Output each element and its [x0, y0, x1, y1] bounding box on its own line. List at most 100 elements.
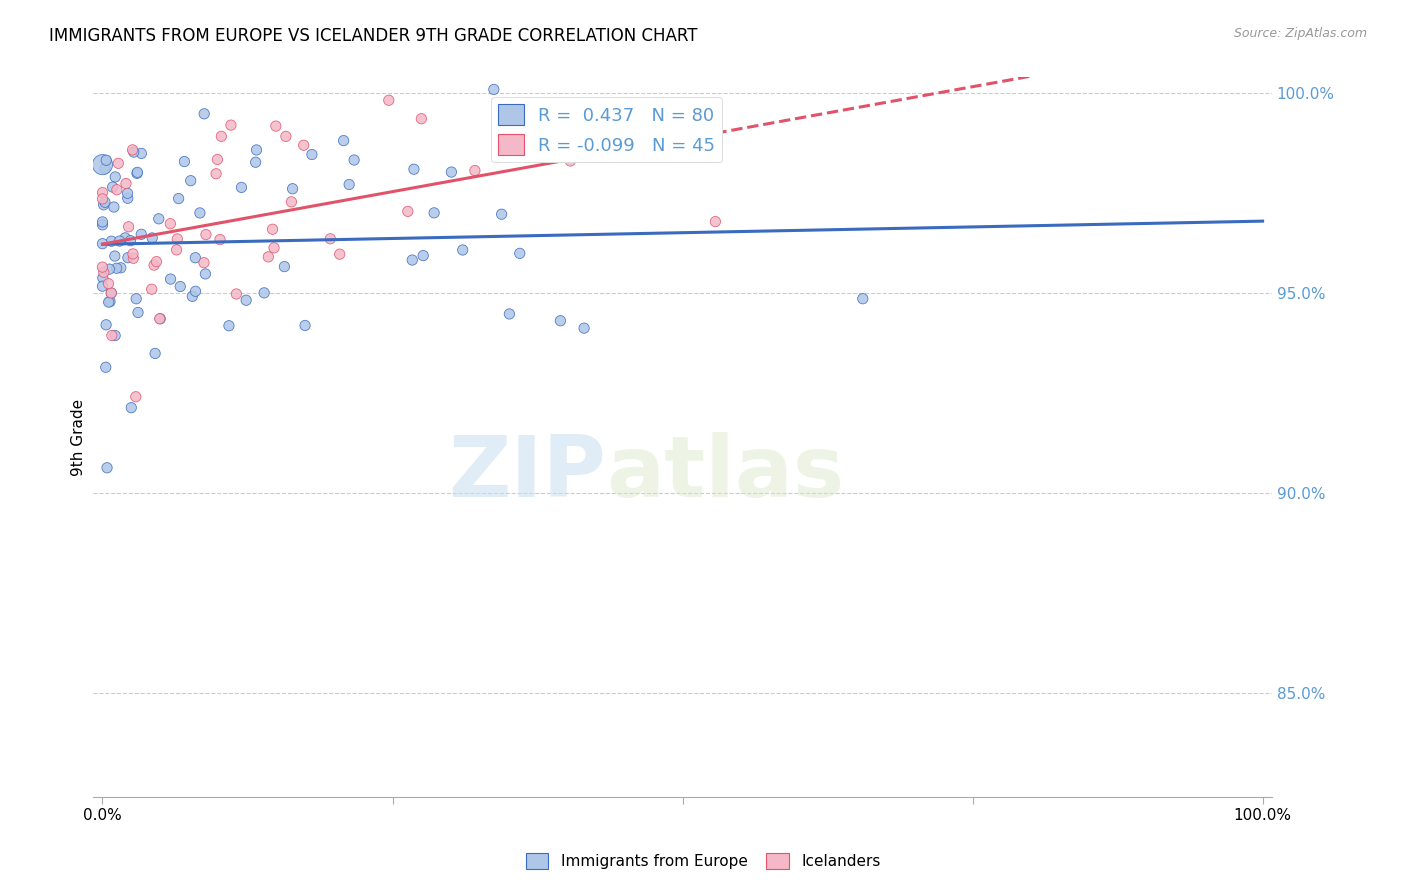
- Point: [120, 234, 142, 248]
- Point: [498, 307, 520, 321]
- Point: [184, 251, 207, 265]
- Point: [100, 234, 122, 248]
- Point: [292, 138, 315, 153]
- Point: [98, 262, 121, 277]
- Point: [263, 241, 285, 255]
- Point: [105, 183, 128, 197]
- Point: [101, 180, 124, 194]
- Point: [184, 285, 207, 299]
- Point: [91, 236, 114, 251]
- Point: [257, 250, 280, 264]
- Point: [219, 118, 242, 132]
- Text: atlas: atlas: [606, 432, 844, 515]
- Text: Source: ZipAtlas.com: Source: ZipAtlas.com: [1233, 27, 1367, 40]
- Point: [440, 165, 463, 179]
- Point: [91, 260, 114, 274]
- Point: [262, 222, 284, 236]
- Point: [91, 158, 114, 172]
- Point: [94, 161, 117, 176]
- Point: [464, 163, 486, 178]
- Point: [100, 286, 122, 301]
- Point: [96, 460, 118, 475]
- Point: [91, 271, 114, 285]
- Point: [337, 178, 360, 192]
- Point: [143, 258, 166, 272]
- Point: [98, 294, 121, 309]
- Text: ZIP: ZIP: [449, 432, 606, 515]
- Point: [173, 154, 195, 169]
- Point: [159, 217, 181, 231]
- Point: [396, 204, 419, 219]
- Point: [115, 177, 138, 191]
- Point: [143, 346, 166, 360]
- Point: [231, 180, 253, 194]
- Point: [412, 249, 434, 263]
- Point: [125, 390, 148, 404]
- Point: [91, 279, 114, 293]
- Point: [169, 279, 191, 293]
- Point: [91, 218, 114, 232]
- Point: [166, 232, 188, 246]
- Point: [188, 206, 211, 220]
- Point: [117, 251, 139, 265]
- Point: [281, 182, 304, 196]
- Point: [110, 260, 132, 275]
- Point: [208, 233, 231, 247]
- Legend: R =  0.437   N = 80, R = -0.099   N = 45: R = 0.437 N = 80, R = -0.099 N = 45: [491, 97, 723, 162]
- Point: [235, 293, 257, 308]
- Point: [253, 285, 276, 300]
- Y-axis label: 9th Grade: 9th Grade: [72, 399, 86, 475]
- Point: [332, 134, 354, 148]
- Point: [193, 107, 215, 121]
- Point: [122, 252, 145, 266]
- Point: [401, 253, 423, 268]
- Point: [509, 246, 531, 260]
- Point: [103, 200, 125, 214]
- Point: [120, 401, 142, 415]
- Point: [280, 194, 302, 209]
- Point: [94, 318, 117, 332]
- Point: [94, 360, 117, 375]
- Point: [209, 129, 232, 144]
- Point: [319, 232, 342, 246]
- Point: [294, 318, 316, 333]
- Point: [451, 243, 474, 257]
- Point: [105, 261, 128, 276]
- Point: [207, 153, 229, 167]
- Point: [91, 192, 114, 206]
- Point: [122, 247, 145, 261]
- Point: [343, 153, 366, 167]
- Point: [194, 227, 217, 242]
- Point: [411, 112, 433, 126]
- Point: [127, 165, 149, 179]
- Point: [122, 145, 145, 159]
- Point: [159, 272, 181, 286]
- Point: [560, 153, 582, 168]
- Point: [194, 267, 217, 281]
- Point: [149, 311, 172, 326]
- Point: [125, 166, 148, 180]
- Point: [218, 318, 240, 333]
- Point: [127, 305, 149, 319]
- Point: [117, 186, 139, 201]
- Point: [181, 289, 204, 303]
- Point: [101, 328, 124, 343]
- Point: [180, 174, 202, 188]
- Point: [550, 314, 572, 328]
- Point: [145, 254, 167, 268]
- Point: [225, 287, 247, 301]
- Point: [125, 292, 148, 306]
- Point: [96, 153, 118, 168]
- Point: [482, 82, 505, 96]
- Legend: Immigrants from Europe, Icelanders: Immigrants from Europe, Icelanders: [519, 847, 887, 875]
- Point: [205, 167, 228, 181]
- Point: [114, 231, 136, 245]
- Point: [93, 265, 115, 279]
- Point: [108, 234, 131, 248]
- Point: [93, 198, 115, 212]
- Point: [97, 277, 120, 291]
- Point: [121, 143, 143, 157]
- Text: IMMIGRANTS FROM EUROPE VS ICELANDER 9TH GRADE CORRELATION CHART: IMMIGRANTS FROM EUROPE VS ICELANDER 9TH …: [49, 27, 697, 45]
- Point: [131, 146, 153, 161]
- Point: [273, 260, 295, 274]
